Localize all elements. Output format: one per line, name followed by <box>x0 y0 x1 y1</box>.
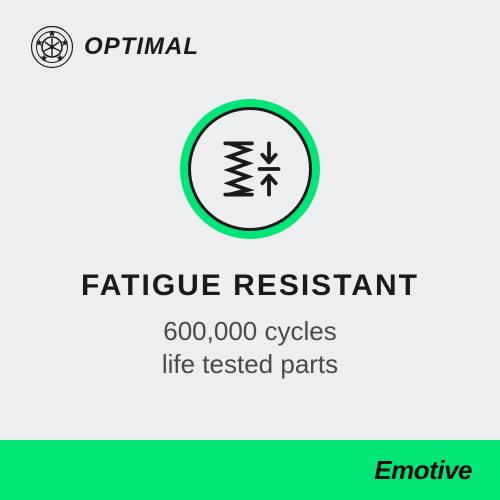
optimal-seal-icon <box>30 25 74 69</box>
feature-headline: FATIGUE RESISTANT <box>81 269 419 303</box>
brand-header: OPTIMAL <box>0 25 500 69</box>
main-area: OPTIMAL <box>0 0 500 440</box>
sub-line-2: life tested parts <box>162 349 338 379</box>
feature-icon-ring <box>180 99 320 239</box>
feature-subtext: 600,000 cycles life tested parts <box>162 315 338 380</box>
sub-line-1: 600,000 cycles <box>163 316 336 346</box>
infographic-card: OPTIMAL <box>0 0 500 500</box>
feature-icon-inner <box>188 107 312 231</box>
footer-bar: Emotive <box>0 440 500 500</box>
brand-name: OPTIMAL <box>84 33 199 61</box>
spring-compression-icon <box>212 131 288 207</box>
footer-brand: Emotive <box>374 455 472 486</box>
